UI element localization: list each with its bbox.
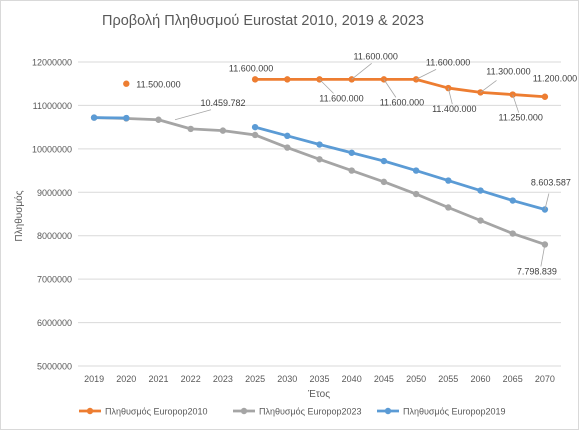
x-tick-label: 2070 [535,374,555,384]
leader-line [541,244,545,266]
y-tick-label: 8000000 [37,231,72,241]
data-point [349,167,355,173]
data-point [510,230,516,236]
data-point [316,141,322,147]
data-point [542,94,548,100]
legend-label: Πληθυσμός Europop2023 [259,407,362,417]
leader-line [175,110,211,120]
data-labels: 11.500.000 11.600.000 11.600.000 11.600.000… [136,51,577,276]
data-point [381,179,387,185]
x-tick-label: 2045 [374,374,394,384]
legend-marker [385,408,391,414]
data-label: 11.200.000 [533,74,577,84]
data-label: 11.400.000 [432,104,476,114]
data-label: 11.600.000 [380,97,424,107]
data-point [252,76,258,82]
data-label: 11.600.000 [229,63,273,73]
x-tick-label: 2040 [342,374,362,384]
x-tick-label: 2025 [245,374,265,384]
legend-label: Πληθυσμός Europop2010 [105,407,208,417]
data-point [477,89,483,95]
chart-title: Προβολή Πληθυσμού Eurostat 2010, 2019 & … [102,13,424,29]
y-tick-label: 11000000 [33,101,72,111]
x-tick-label: 2019 [84,374,104,384]
data-point [413,76,419,82]
x-tick-label: 2050 [406,374,426,384]
x-tick-label: 2055 [438,374,458,384]
data-point [123,81,129,87]
legend: Πληθυσμός Europop2010 Πληθυσμός Europop20… [79,407,506,417]
leader-line [513,95,519,113]
data-label: 11.250.000 [499,113,543,123]
data-point [477,217,483,223]
series-2 [91,114,548,247]
x-axis-tick-labels: 2019 2020 2021 2022 2023 2025 2030 2035 2040 2045… [84,374,555,384]
legend-marker [241,408,247,414]
data-point [188,126,194,132]
data-point [477,187,483,193]
data-point [445,204,451,210]
y-tick-label: 6000000 [37,318,72,328]
x-tick-label: 2060 [470,374,490,384]
x-tick-label: 2021 [148,374,168,384]
leader-line [416,69,436,79]
data-point [316,156,322,162]
data-label: 11.300.000 [486,66,530,76]
gridlines [78,62,561,366]
data-label: 11.500.000 [136,80,180,90]
legend-entry-2: Πληθυσμός Europop2023 [233,407,362,417]
y-axis-label: Πληθυσμός [13,190,25,241]
y-axis-tick-labels: 5000000 6000000 7000000 8000000 9000000 10000… [32,58,72,372]
data-point [91,114,97,120]
data-point [123,115,129,121]
data-point [445,177,451,183]
series-line [255,79,545,96]
series-3 [91,114,548,212]
data-point [381,158,387,164]
data-label: 7.798.839 [517,266,557,276]
data-label: 10.459.782 [200,98,245,108]
legend-label: Πληθυσμός Europop2019 [403,407,506,417]
data-point [252,124,258,130]
legend-entry-1: Πληθυσμός Europop2010 [79,407,208,417]
y-tick-label: 10000000 [32,144,72,154]
x-axis-label: Έτος [307,389,330,400]
leader-line [352,63,372,79]
y-tick-label: 9000000 [37,188,72,198]
data-label: 11.600.000 [319,93,363,103]
leader-line [320,79,334,93]
leader-line [481,80,497,92]
x-tick-label: 2035 [309,374,329,384]
data-point [413,167,419,173]
legend-marker [87,408,93,414]
data-point [284,144,290,150]
x-tick-label: 2020 [116,374,136,384]
y-tick-label: 5000000 [37,362,72,372]
data-point [252,132,258,138]
data-label: 11.600.000 [354,51,398,61]
legend-entry-3: Πληθυσμός Europop2019 [377,407,506,417]
leader-line [384,79,396,97]
data-point [284,133,290,139]
x-tick-label: 2030 [277,374,297,384]
data-point [510,197,516,203]
data-point [349,150,355,156]
data-label: 11.600.000 [426,57,470,67]
data-point [413,191,419,197]
data-point [155,117,161,123]
data-point [381,76,387,82]
series-line [94,118,545,245]
x-tick-label: 2023 [213,374,233,384]
data-point [284,76,290,82]
y-tick-label: 7000000 [37,275,72,285]
x-tick-label: 2065 [503,374,523,384]
series-line [255,127,545,209]
data-point [220,127,226,133]
data-label: 8.603.587 [531,178,571,188]
y-tick-label: 12000000 [32,58,72,68]
x-tick-label: 2022 [181,374,201,384]
